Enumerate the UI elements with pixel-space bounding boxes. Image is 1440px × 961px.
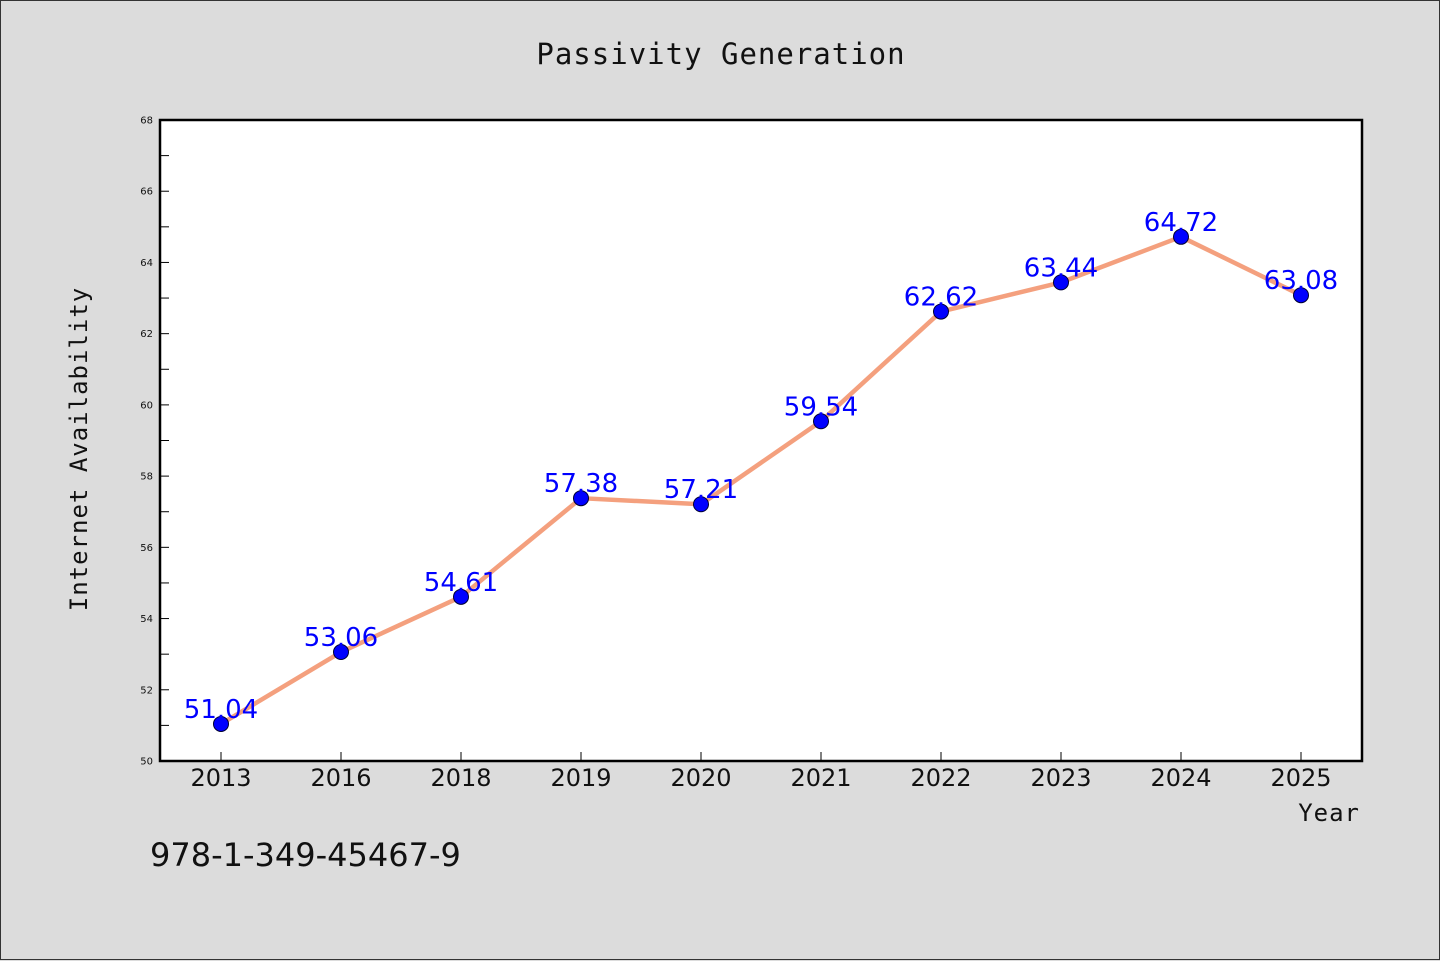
chart-title: Passivity Generation bbox=[536, 37, 905, 71]
data-point bbox=[1053, 274, 1069, 291]
data-label: 63.08 bbox=[1264, 266, 1338, 296]
x-axis-label: Year bbox=[1298, 799, 1360, 827]
y-tick-label: 64 bbox=[140, 258, 153, 269]
data-point bbox=[693, 496, 709, 513]
y-axis-label: Internet Availability bbox=[65, 287, 93, 611]
y-tick-label: 58 bbox=[140, 472, 153, 483]
x-tick-label: 2019 bbox=[550, 764, 611, 792]
x-tick-label: 2021 bbox=[790, 764, 851, 792]
y-tick-label: 62 bbox=[140, 329, 153, 340]
data-label: 57.38 bbox=[544, 469, 618, 499]
data-label: 64.72 bbox=[1144, 208, 1218, 238]
data-labels: 51.04 53.06 54.61 57.38 57.21 59.54 62.62 63.44… bbox=[184, 208, 1338, 725]
data-points bbox=[213, 228, 1309, 732]
data-label: 54.61 bbox=[424, 568, 498, 598]
isbn-annotation: 978-1-349-45467-9 bbox=[150, 836, 461, 874]
data-point bbox=[933, 303, 949, 320]
y-tick-label: 68 bbox=[140, 116, 153, 127]
y-tick-label: 66 bbox=[140, 187, 153, 198]
data-label: 51.04 bbox=[184, 695, 258, 725]
data-label: 62.62 bbox=[904, 283, 978, 313]
data-label: 53.06 bbox=[304, 623, 378, 653]
data-point bbox=[453, 588, 469, 605]
y-tick-label: 56 bbox=[140, 543, 153, 554]
x-tick-label: 2013 bbox=[190, 764, 251, 792]
x-tick-label: 2023 bbox=[1030, 764, 1091, 792]
x-tick-label: 2024 bbox=[1150, 764, 1211, 792]
data-point bbox=[333, 644, 349, 661]
x-tick-label: 2016 bbox=[310, 764, 371, 792]
data-point bbox=[1173, 228, 1189, 245]
y-tick-label: 50 bbox=[140, 757, 153, 768]
y-tick-label: 52 bbox=[140, 685, 153, 696]
data-point bbox=[813, 413, 829, 430]
x-axis: 2013 2016 2018 2019 2020 2021 2022 2023 2024 2025 bbox=[190, 752, 1332, 792]
y-tick-label: 54 bbox=[140, 614, 153, 625]
data-label: 63.44 bbox=[1024, 253, 1098, 283]
series-line bbox=[218, 234, 1304, 727]
data-point bbox=[1293, 287, 1309, 304]
x-tick-label: 2018 bbox=[430, 764, 491, 792]
data-point bbox=[573, 490, 589, 507]
data-label: 57.21 bbox=[664, 475, 738, 505]
x-tick-label: 2022 bbox=[910, 764, 971, 792]
x-tick-label: 2020 bbox=[670, 764, 731, 792]
y-tick-label: 60 bbox=[140, 400, 153, 411]
x-tick-label: 2025 bbox=[1270, 764, 1331, 792]
y-axis: 50 52 54 56 58 60 62 64 66 68 bbox=[140, 116, 169, 768]
series-line-group bbox=[218, 234, 1304, 727]
data-point bbox=[213, 715, 229, 732]
data-label: 59.54 bbox=[784, 392, 858, 422]
plot-area bbox=[158, 118, 1364, 763]
